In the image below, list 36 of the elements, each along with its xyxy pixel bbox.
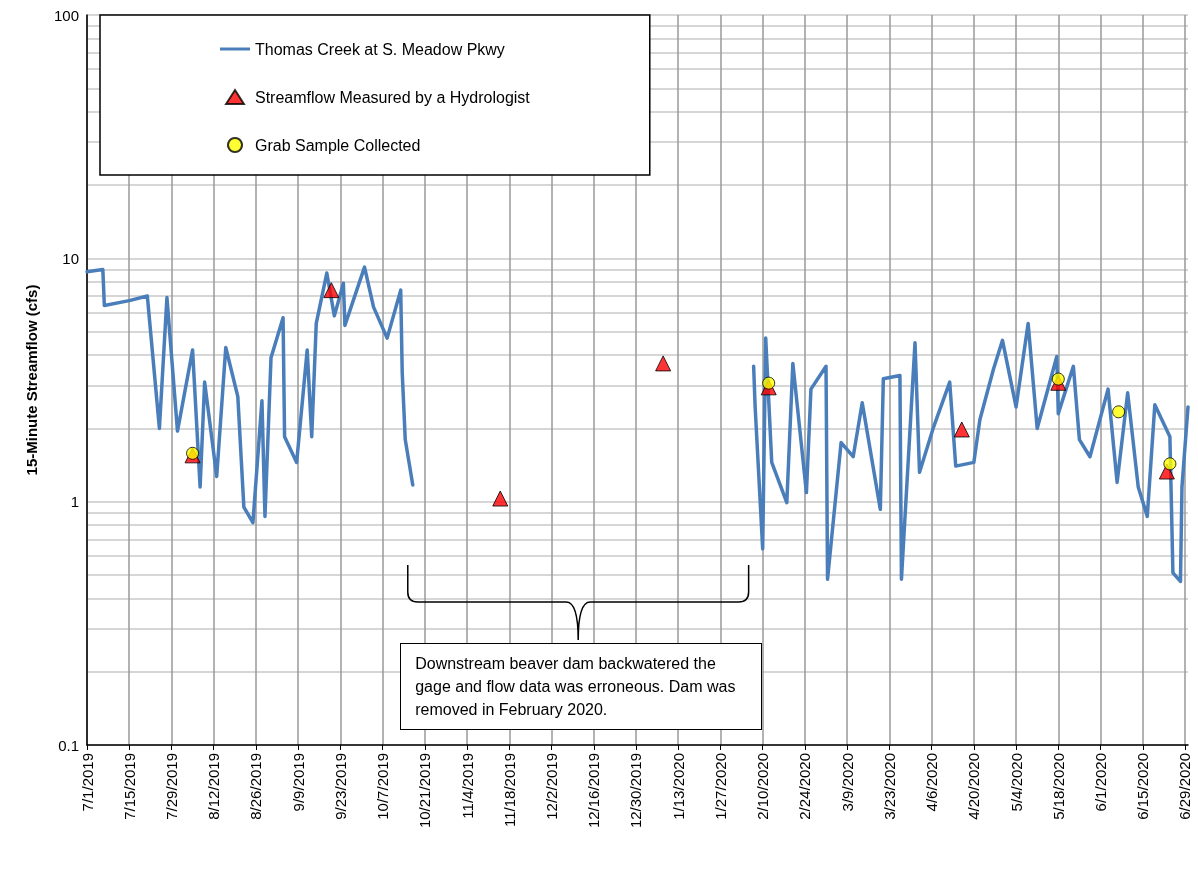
x-tick-label: 2/10/2020 [754,753,772,820]
x-tick-label: 3/9/2020 [838,753,856,812]
y-tick-label: 100 [53,6,79,24]
legend-label: Grab Sample Collected [255,136,421,154]
y-tick-label: 1 [70,493,79,511]
x-tick-label: 5/4/2020 [1007,753,1025,812]
legend-label: Streamflow Measured by a Hydrologist [255,88,531,106]
x-tick-label: 3/23/2020 [880,753,898,820]
y-tick-label: 10 [62,249,79,267]
x-tick-label: 9/9/2019 [289,753,307,812]
legend-label: Thomas Creek at S. Meadow Pkwy [255,40,505,58]
y-axis-title: 15-Minute Streamflow (cfs) [23,284,40,476]
x-tick-label: 6/29/2020 [1176,753,1194,820]
x-tick-label: 11/4/2019 [458,753,476,819]
x-tick-label: 6/1/2020 [1092,753,1110,812]
x-tick-label: 8/26/2019 [247,753,265,820]
x-tick-label: 1/13/2020 [669,753,687,820]
x-tick-label: 12/2/2019 [543,753,561,820]
x-tick-label: 9/23/2019 [331,753,349,820]
annotation: Downstream beaver dam backwatered the gage and flow data was erroneous. Dam was removed in February 2020. [400,643,763,730]
x-tick-label: 4/6/2020 [923,753,941,812]
x-tick-label: 7/29/2019 [162,753,180,820]
x-tick-label: 2/24/2020 [796,753,814,820]
x-tick-label: 8/12/2019 [205,753,223,820]
x-tick-label: 11/18/2019 [500,753,518,827]
x-tick-label: 10/21/2019 [416,753,434,829]
x-tick-label: 12/30/2019 [627,753,645,829]
x-tick-label: 4/20/2020 [965,753,983,820]
x-tick-label: 1/27/2020 [711,753,729,820]
x-tick-label: 6/15/2020 [1134,753,1152,820]
x-tick-label: 5/18/2020 [1049,753,1067,820]
x-tick-label: 10/7/2019 [374,753,392,820]
x-tick-label: 7/1/2019 [78,753,96,812]
x-tick-label: 7/15/2019 [120,753,138,820]
x-tick-label: 12/16/2019 [585,753,603,829]
y-tick-label: 0.1 [58,736,79,754]
